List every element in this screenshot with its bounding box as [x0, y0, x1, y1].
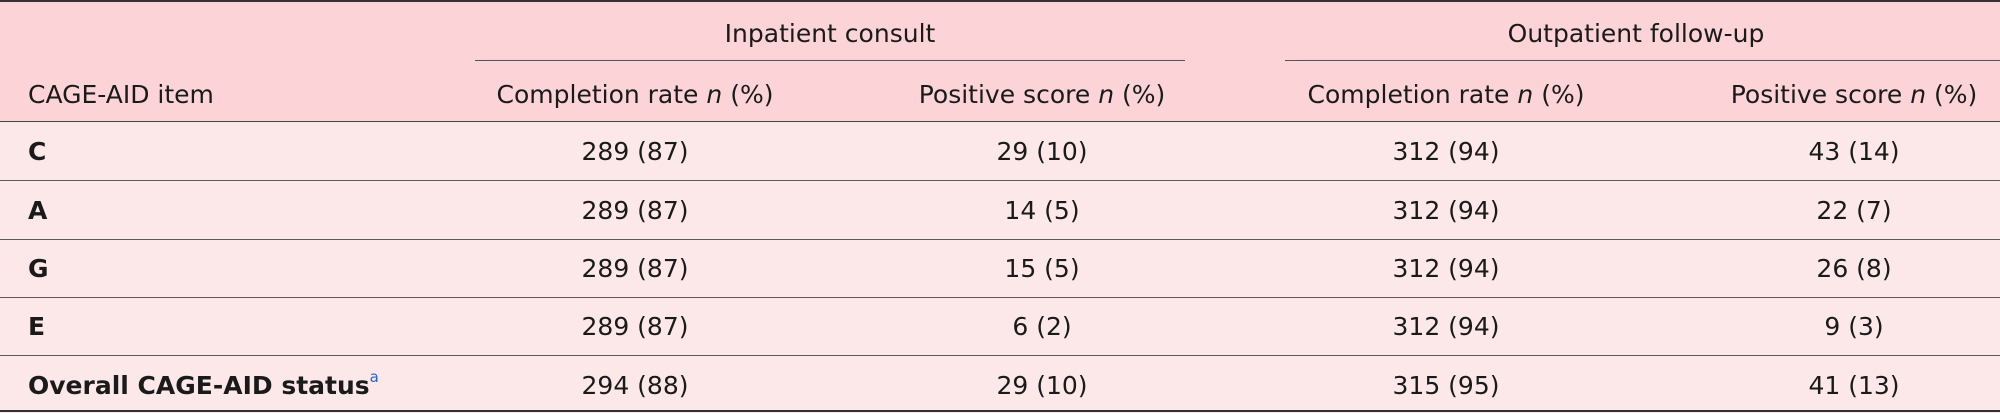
header-bottom-rule: [0, 121, 2000, 122]
cell-outpatient-positive: 26 (8): [1816, 254, 1892, 283]
cell-outpatient-completion: 312 (94): [1392, 196, 1500, 225]
cell-inpatient-positive: 14 (5): [1004, 196, 1080, 225]
column-header-n: n: [1098, 80, 1115, 109]
cell-outpatient-completion: 312 (94): [1392, 137, 1500, 166]
row-divider: [0, 180, 2000, 181]
column-header-label: Positive score: [1730, 80, 1911, 109]
column-header-pct: (%): [722, 80, 774, 109]
cell-inpatient-completion: 294 (88): [581, 371, 689, 400]
column-header-pct: (%): [1114, 80, 1166, 109]
cell-inpatient-positive: 15 (5): [1004, 254, 1080, 283]
column-header-item: CAGE-AID item: [28, 80, 214, 109]
bottom-rule: [0, 410, 2000, 412]
column-header-inpatient-positive: Positive score n (%): [919, 80, 1166, 110]
column-header-label: Completion rate: [496, 80, 707, 109]
row-item-label: A: [28, 196, 48, 225]
row-item-text: Overall CAGE-AID status: [28, 371, 370, 400]
group-rule-inpatient: [475, 60, 1185, 61]
group-rule-outpatient: [1285, 60, 2000, 61]
cell-inpatient-completion: 289 (87): [581, 137, 689, 166]
row-item-label: C: [28, 137, 47, 166]
column-header-n: n: [706, 80, 723, 109]
column-header-pct: (%): [1926, 80, 1978, 109]
cell-outpatient-completion: 312 (94): [1392, 254, 1500, 283]
cell-outpatient-positive: 43 (14): [1808, 137, 1900, 166]
column-header-n: n: [1910, 80, 1927, 109]
cell-inpatient-completion: 289 (87): [581, 196, 689, 225]
row-item-label: G: [28, 254, 49, 283]
footnote-marker-link[interactable]: a: [369, 368, 379, 386]
cell-outpatient-positive: 9 (3): [1824, 312, 1884, 341]
row-divider: [0, 239, 2000, 240]
cell-outpatient-completion: 315 (95): [1392, 371, 1500, 400]
column-header-n: n: [1517, 80, 1534, 109]
column-header-inpatient-completion: Completion rate n (%): [497, 80, 774, 110]
cell-inpatient-positive: 29 (10): [996, 137, 1088, 166]
cell-outpatient-positive: 22 (7): [1816, 196, 1892, 225]
column-header-pct: (%): [1533, 80, 1585, 109]
group-header-outpatient: Outpatient follow-up: [1507, 19, 1765, 48]
cell-inpatient-positive: 6 (2): [1012, 312, 1072, 341]
column-header-label: Positive score: [918, 80, 1099, 109]
cell-inpatient-completion: 289 (87): [581, 312, 689, 341]
cell-outpatient-completion: 312 (94): [1392, 312, 1500, 341]
cell-inpatient-completion: 289 (87): [581, 254, 689, 283]
group-header-inpatient: Inpatient consult: [724, 19, 936, 48]
row-item-label-overall: Overall CAGE-AID statusa: [28, 368, 379, 401]
cell-outpatient-positive: 41 (13): [1808, 371, 1900, 400]
column-header-outpatient-completion: Completion rate n (%): [1308, 80, 1585, 110]
table-header-background: [0, 0, 2000, 122]
top-rule: [0, 0, 2000, 2]
column-header-label: Completion rate: [1307, 80, 1518, 109]
row-divider: [0, 355, 2000, 356]
row-divider: [0, 297, 2000, 298]
column-header-outpatient-positive: Positive score n (%): [1731, 80, 1978, 110]
cell-inpatient-positive: 29 (10): [996, 371, 1088, 400]
row-item-label: E: [28, 312, 46, 341]
